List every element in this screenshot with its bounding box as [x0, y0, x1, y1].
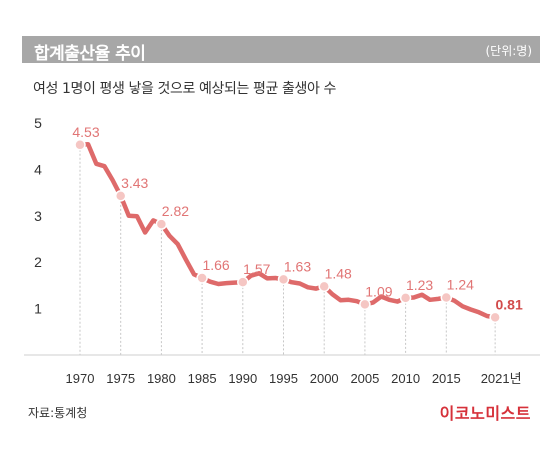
- data-label: 1.63: [284, 258, 311, 274]
- data-label: 3.43: [121, 175, 148, 191]
- x-tick-label: 2021년: [481, 371, 522, 386]
- data-point: [489, 311, 501, 324]
- x-tick-label: 2015: [432, 371, 461, 386]
- x-tick-label: 1975: [106, 371, 135, 386]
- x-tick-label: 2000: [310, 371, 339, 386]
- data-label: 1.48: [325, 265, 352, 281]
- unit-label: (단위:명): [485, 44, 532, 58]
- data-label: 1.57: [243, 261, 270, 277]
- title-bar: 합계출산율 추이 (단위:명): [22, 36, 540, 64]
- data-point: [359, 298, 371, 311]
- data-label: 1.66: [202, 257, 229, 273]
- brand-logo: 이코노미스트: [439, 404, 531, 423]
- y-tick-label: 5: [34, 115, 42, 131]
- y-tick-label: 2: [34, 254, 42, 270]
- x-tick-label: 2005: [350, 371, 379, 386]
- data-point: [196, 272, 208, 284]
- data-point: [114, 190, 127, 202]
- data-label: 2.82: [162, 203, 189, 219]
- data-label: 1.09: [365, 283, 392, 299]
- x-tick-label: 1990: [228, 371, 257, 386]
- data-point: [155, 218, 168, 230]
- data-point: [237, 276, 249, 288]
- x-tick-label: 2010: [391, 371, 420, 386]
- y-tick-label: 4: [34, 161, 42, 177]
- data-point: [318, 280, 330, 293]
- y-tick-label: 3: [34, 208, 42, 224]
- data-label: 0.81: [496, 296, 523, 312]
- data-point: [440, 291, 453, 304]
- x-tick-label: 1970: [66, 371, 95, 386]
- x-tick-label: 1995: [269, 371, 298, 386]
- source-note: 자료:통계청: [28, 406, 88, 420]
- x-tick-label: 1980: [147, 371, 176, 386]
- data-point: [277, 273, 290, 286]
- x-tick-label: 1985: [188, 371, 217, 386]
- data-point: [399, 292, 412, 304]
- data-label: 1.23: [406, 277, 433, 293]
- data-label: 1.24: [447, 276, 474, 292]
- data-point: [74, 139, 86, 151]
- data-label: 4.53: [72, 124, 99, 140]
- chart-subtitle: 여성 1명이 평생 낳을 것으로 예상되는 평균 출생아 수: [33, 81, 336, 97]
- y-tick-label: 1: [34, 301, 42, 317]
- chart-title: 합계출산율 추이: [34, 44, 146, 64]
